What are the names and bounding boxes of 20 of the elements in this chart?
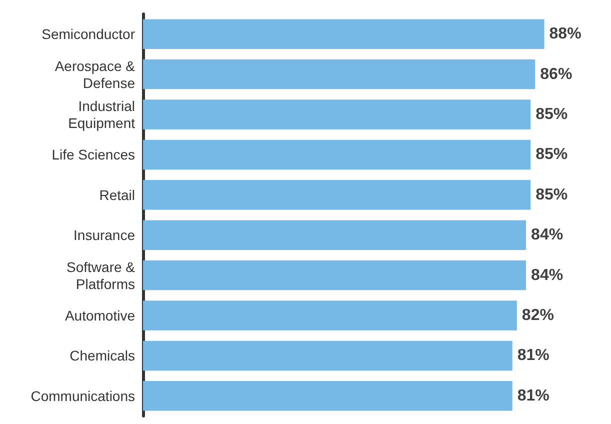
data-label: 81% bbox=[517, 387, 550, 404]
data-label: 86% bbox=[540, 66, 572, 83]
data-label: 84% bbox=[531, 226, 564, 244]
y-tick-label: Retail bbox=[99, 186, 135, 203]
y-tick-label: Communications bbox=[30, 388, 135, 404]
data-label: 85% bbox=[536, 146, 568, 164]
y-tick-label: Semiconductor bbox=[42, 26, 136, 42]
data-label: 84% bbox=[531, 266, 564, 284]
data-label: 88% bbox=[549, 26, 582, 43]
y-tick-label: Automotive bbox=[64, 308, 136, 324]
data-label: 82% bbox=[522, 307, 554, 324]
y-tick-label: Insurance bbox=[74, 227, 136, 244]
y-tick-label: Software & Platforms bbox=[66, 258, 136, 292]
y-tick-label: Life Sciences bbox=[52, 146, 135, 163]
y-tick-label: Aerospace & Defense bbox=[54, 58, 136, 91]
data-label: 85% bbox=[536, 106, 568, 123]
data-label: 85% bbox=[536, 186, 568, 204]
data-label: 81% bbox=[517, 347, 550, 364]
y-tick-label: Industrial Equipment bbox=[68, 98, 136, 131]
y-tick-label: Chemicals bbox=[70, 348, 135, 364]
